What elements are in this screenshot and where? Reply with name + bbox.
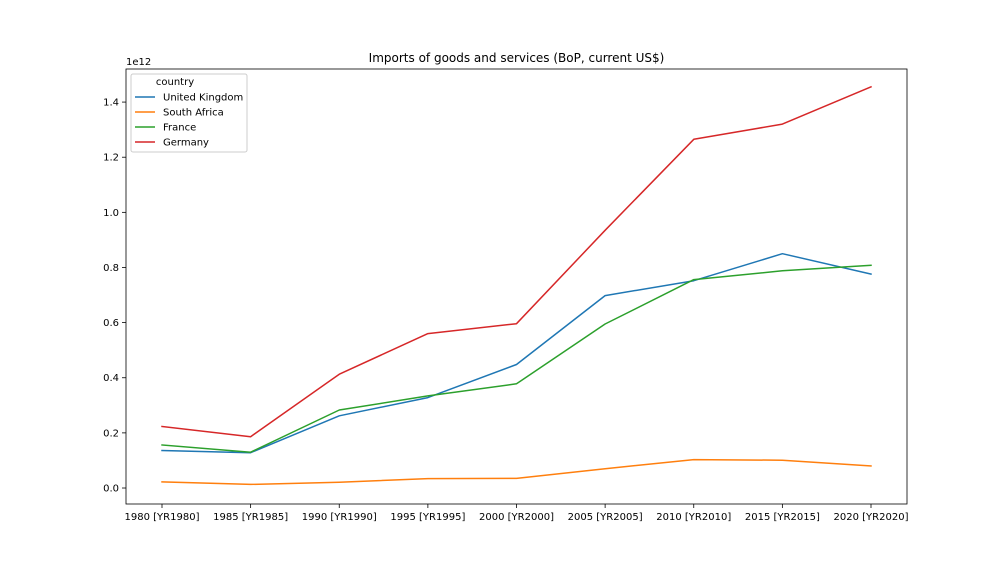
legend-title: country bbox=[156, 77, 194, 88]
x-tick-label: 1985 [YR1985] bbox=[213, 512, 288, 523]
legend-entry: France bbox=[163, 123, 196, 134]
x-tick-label: 2010 [YR2010] bbox=[656, 512, 731, 523]
y-tick-label: 0.8 bbox=[103, 263, 119, 274]
legend-box bbox=[130, 73, 248, 153]
y-tick-label: 0.6 bbox=[103, 318, 119, 329]
x-tick-label: 1995 [YR1995] bbox=[390, 512, 465, 523]
x-tick-label: 2000 [YR2000] bbox=[479, 512, 554, 523]
legend-entry: United Kingdom bbox=[163, 93, 243, 104]
chart-title: Imports of goods and services (BoP, curr… bbox=[369, 51, 665, 65]
x-tick-label: 1990 [YR1990] bbox=[302, 512, 377, 523]
y-tick-label: 0.4 bbox=[103, 373, 119, 384]
y-tick-label: 0.2 bbox=[103, 428, 119, 439]
y-tick-label: 0.0 bbox=[103, 484, 119, 495]
legend-entry: South Africa bbox=[163, 108, 224, 119]
y-tick-label: 1.0 bbox=[103, 208, 119, 219]
x-tick-label: 2005 [YR2005] bbox=[568, 512, 643, 523]
series-line-south-africa bbox=[161, 458, 872, 486]
x-axis: 1980 [YR1980] 1985 [YR1985] 1990 [YR1990] 1… bbox=[125, 504, 909, 523]
y-tick-label: 1.4 bbox=[103, 98, 119, 109]
series-line-france bbox=[161, 264, 872, 453]
y-tick-label: 1.2 bbox=[103, 153, 119, 164]
x-tick-label: 2015 [YR2015] bbox=[745, 512, 820, 523]
series-line-united-kingdom bbox=[161, 252, 872, 454]
series-line-germany bbox=[161, 85, 872, 438]
legend-entry: Germany bbox=[163, 138, 209, 149]
x-tick-label: 1980 [YR1980] bbox=[125, 512, 200, 523]
series-layer bbox=[161, 85, 872, 486]
y-axis-offset-label: 1e12 bbox=[126, 57, 151, 68]
legend: country United Kingdom South Africa France G… bbox=[130, 73, 248, 153]
y-axis: 0.0 0.2 0.4 0.6 0.8 1.0 1.2 1.4 bbox=[103, 98, 126, 495]
x-tick-label: 2020 [YR2020] bbox=[834, 512, 909, 523]
